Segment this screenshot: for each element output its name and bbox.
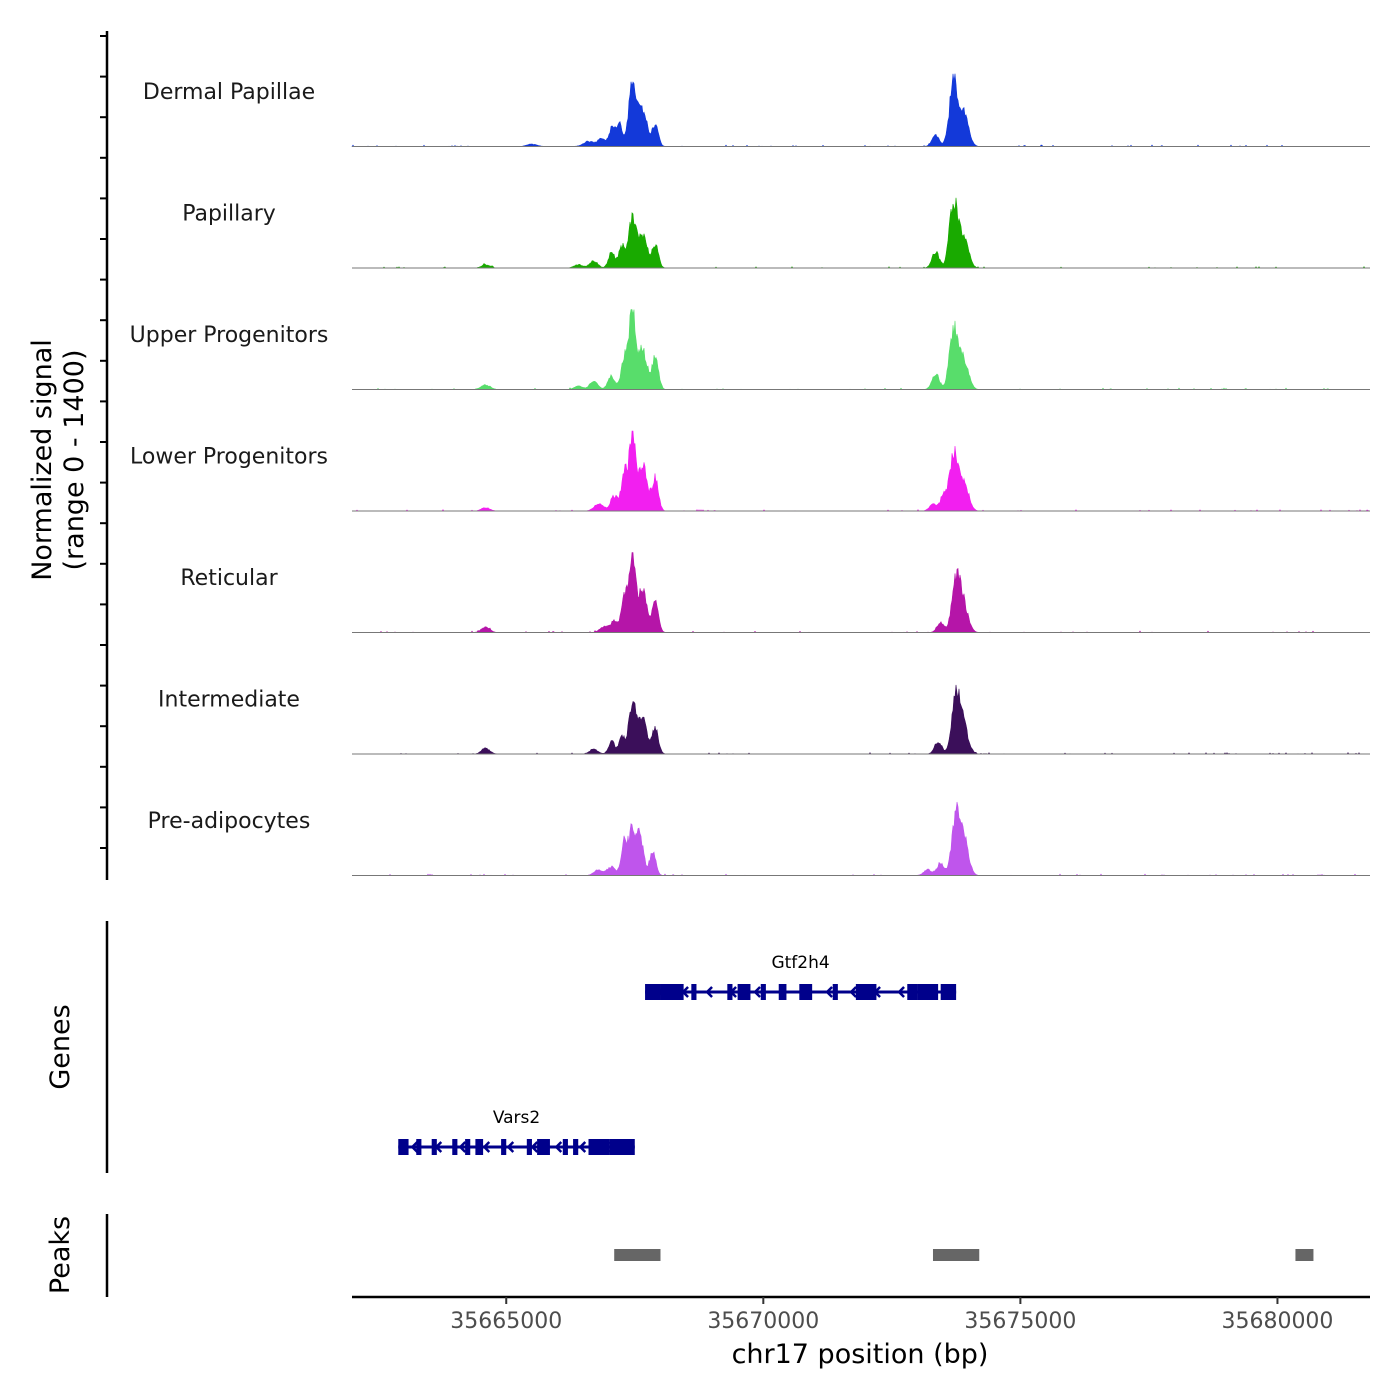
peak-track bbox=[614, 1249, 1314, 1261]
track-dermal-papillae: Dermal Papillae bbox=[143, 73, 1370, 147]
signal-area bbox=[351, 73, 1370, 147]
gene-track: Vars2 Gtf2h4 bbox=[398, 953, 957, 1155]
exon bbox=[588, 1139, 610, 1155]
gene-vars2: Vars2 bbox=[398, 1108, 635, 1155]
peak-region bbox=[614, 1249, 661, 1261]
strand-arrow bbox=[705, 986, 713, 998]
x-tick-label: 35680000 bbox=[1221, 1309, 1333, 1334]
exon bbox=[562, 1139, 568, 1155]
exon bbox=[727, 984, 733, 1000]
exon bbox=[799, 984, 813, 1000]
signal-area bbox=[352, 430, 1370, 512]
track-label: Reticular bbox=[180, 566, 278, 591]
signal-y-axis-ticks bbox=[100, 35, 107, 849]
track-label: Intermediate bbox=[158, 688, 300, 713]
exon bbox=[526, 1139, 532, 1155]
exon bbox=[416, 1139, 422, 1155]
exon bbox=[737, 984, 751, 1000]
exon bbox=[431, 1139, 437, 1155]
x-tick-label: 35665000 bbox=[450, 1309, 562, 1334]
strand-arrow bbox=[410, 1141, 419, 1153]
exon bbox=[465, 1139, 471, 1155]
signal-area bbox=[352, 197, 1370, 269]
strand-arrow bbox=[554, 1141, 563, 1153]
exon bbox=[778, 984, 787, 1000]
track-label: Papillary bbox=[182, 202, 276, 227]
signal-area bbox=[352, 552, 1370, 633]
x-axis-ticks: 35665000 35670000 35675000 35680000 bbox=[450, 1297, 1333, 1334]
exon bbox=[855, 984, 877, 1000]
track-upper-progenitors: Upper Progenitors bbox=[130, 309, 1370, 390]
strand-arrow bbox=[849, 986, 857, 998]
exon bbox=[573, 1139, 579, 1155]
peak-region bbox=[932, 1249, 980, 1261]
exon bbox=[475, 1139, 484, 1155]
exon bbox=[940, 984, 957, 1000]
strand-arrow bbox=[530, 1141, 539, 1153]
signal-y-axis-label: Normalized signal bbox=[27, 339, 58, 581]
strand-arrow bbox=[897, 986, 905, 998]
signal-area bbox=[352, 684, 1370, 755]
exon bbox=[398, 1139, 409, 1155]
exon bbox=[501, 1139, 507, 1155]
strand-arrow bbox=[578, 1141, 587, 1153]
x-axis-title: chr17 position (bp) bbox=[732, 1339, 989, 1370]
exon bbox=[645, 984, 661, 1000]
gene-gtf2h4: Gtf2h4 bbox=[645, 953, 957, 1000]
x-tick-label: 35675000 bbox=[964, 1309, 1076, 1334]
signal-y-axis-range-label: (range 0 - 1400) bbox=[59, 350, 90, 571]
track-pre-adipocytes: Pre-adipocytes bbox=[148, 801, 1370, 876]
track-label: Pre-adipocytes bbox=[148, 809, 311, 834]
strand-arrow bbox=[753, 986, 761, 998]
strand-arrow bbox=[825, 986, 833, 998]
track-lower-progenitors: Lower Progenitors bbox=[130, 430, 1370, 512]
x-tick-label: 35670000 bbox=[707, 1309, 819, 1334]
strand-arrow bbox=[458, 1141, 467, 1153]
exon bbox=[609, 1139, 635, 1155]
strand-arrow bbox=[482, 1141, 491, 1153]
exon bbox=[452, 1139, 458, 1155]
peaks-y-axis-label: Peaks bbox=[45, 1216, 76, 1294]
track-papillary: Papillary bbox=[182, 197, 1370, 269]
track-label: Lower Progenitors bbox=[130, 445, 328, 470]
track-label: Upper Progenitors bbox=[130, 323, 329, 348]
exon bbox=[917, 984, 939, 1000]
exon bbox=[660, 984, 684, 1000]
coverage-tracks: Dermal Papillae Papillary Upper Progenitor… bbox=[130, 73, 1370, 876]
gene-label: Gtf2h4 bbox=[771, 953, 829, 973]
exon bbox=[691, 984, 697, 1000]
signal-area bbox=[352, 309, 1370, 390]
exon bbox=[537, 1139, 550, 1155]
peak-region bbox=[1295, 1249, 1314, 1261]
exon bbox=[907, 984, 918, 1000]
track-label: Dermal Papillae bbox=[143, 80, 315, 105]
gene-label: Vars2 bbox=[493, 1108, 540, 1128]
track-intermediate: Intermediate bbox=[158, 684, 1370, 755]
exon bbox=[832, 984, 838, 1000]
track-reticular: Reticular bbox=[180, 552, 1370, 633]
exon bbox=[760, 984, 766, 1000]
genes-y-axis-label: Genes bbox=[45, 1004, 76, 1089]
signal-area bbox=[352, 801, 1370, 876]
strand-arrow bbox=[506, 1141, 515, 1153]
